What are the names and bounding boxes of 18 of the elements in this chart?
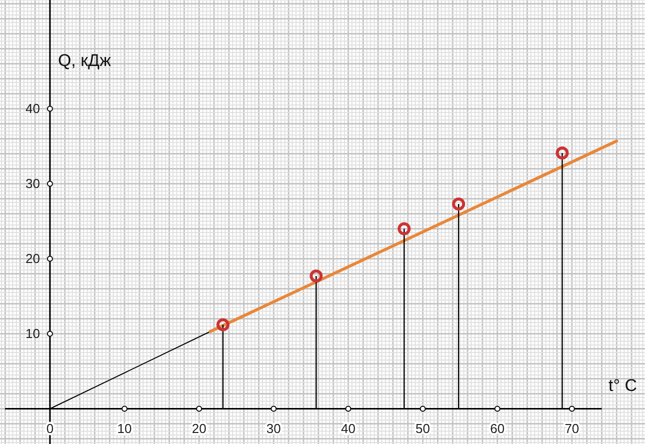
point	[216, 318, 230, 332]
x-tick-label: 50	[416, 420, 430, 436]
point	[310, 270, 323, 282]
y-tick-label: 10	[25, 326, 40, 341]
y-tick-label: 20	[25, 250, 40, 266]
y-tick-label: 30	[25, 176, 40, 191]
x-tick-label: 60	[490, 420, 505, 436]
x-tick-label: 40	[340, 420, 356, 436]
x-axis-title: t° C	[608, 376, 637, 395]
x-tick-label: 70	[564, 420, 580, 436]
y-tick-label: 40	[25, 100, 40, 116]
x-tick-label: 30	[266, 420, 281, 436]
point	[398, 222, 411, 236]
x-tick-label: 10	[117, 420, 132, 436]
point	[556, 146, 569, 160]
point	[452, 198, 466, 210]
x-tick-label: 20	[192, 420, 206, 436]
y-axis-title: Q, кДж	[58, 51, 112, 70]
